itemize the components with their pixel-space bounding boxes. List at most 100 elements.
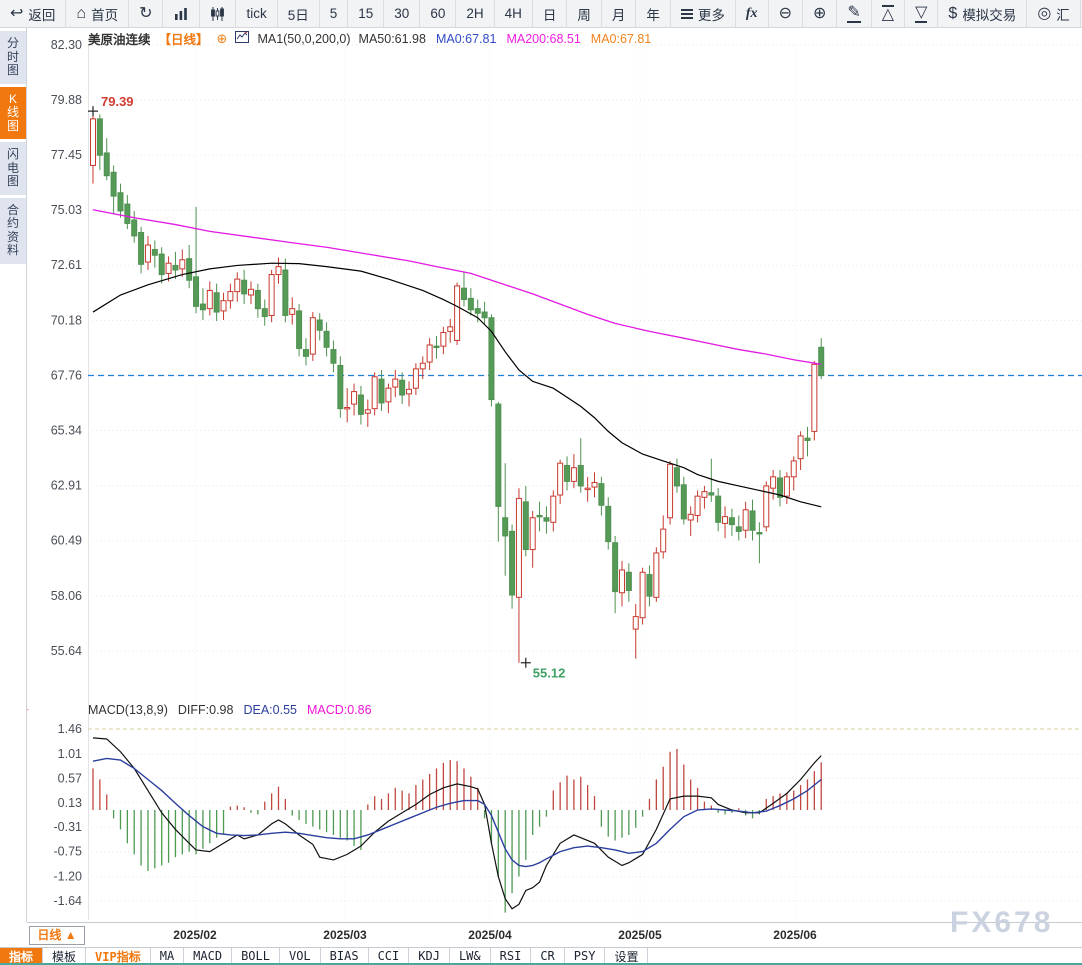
tab-CCI[interactable]: CCI — [369, 948, 410, 964]
toolbar-tick-label: tick — [246, 6, 267, 21]
tab-MACD[interactable]: MACD — [184, 948, 233, 964]
toolbar-indicator-fx[interactable]: fx — [736, 0, 769, 27]
tab-BOLL[interactable]: BOLL — [232, 948, 280, 964]
ma-value: MA0:67.81 — [435, 31, 497, 46]
chart-header: 美原油连续 【日线】 ⊕ MA1(50,0,200,0) MA50:61.98 MA… — [88, 29, 661, 48]
home-icon: ⌂ — [76, 4, 87, 22]
toolbar-period-year[interactable]: 年 — [636, 0, 671, 27]
toolbar-period-5[interactable]: 5 — [320, 0, 349, 27]
macd-value: MACD:0.86 — [306, 703, 372, 717]
toolbar-sim-trading[interactable]: $ 模拟交易 — [938, 0, 1028, 27]
y-axis-tick: 55.64 — [51, 644, 82, 658]
toolbar-tick[interactable]: tick — [236, 0, 278, 27]
y-axis-tick: 58.06 — [51, 589, 82, 603]
toolbar-more-label: 更多 — [697, 7, 725, 23]
macd-values: DIFF:0.98 DEA:0.55 MACD:0.86 — [178, 703, 382, 717]
fx-icon: fx — [745, 5, 758, 21]
macd-axis-tick: -0.75 — [54, 845, 83, 859]
toolbar-period-month[interactable]: 月 — [602, 0, 637, 27]
dollar-icon: $ — [948, 4, 958, 22]
toolbar-zoom-in[interactable]: ⊕ — [803, 0, 838, 27]
sidebar-tab-K线图[interactable]: K 线 图 — [0, 86, 26, 139]
month-label: 2025/02 — [173, 928, 217, 942]
toolbar-period-week-label: 周 — [577, 7, 591, 23]
tab-CR[interactable]: CR — [531, 948, 565, 964]
macd-title: MACD(13,8,9) — [88, 703, 168, 717]
macd-axis-tick: -1.20 — [54, 870, 83, 884]
toolbar-period-60[interactable]: 60 — [420, 0, 457, 27]
tab-设置[interactable]: 设置 — [605, 948, 649, 964]
tab-KDJ[interactable]: KDJ — [409, 948, 450, 964]
month-label: 2025/03 — [323, 928, 367, 942]
toolbar-brand[interactable]: ◎ 汇 — [1027, 0, 1081, 27]
toolbar-back[interactable]: ↩ 返回 — [0, 0, 67, 27]
toolbar-expand-bottom[interactable]: ▽ — [905, 0, 939, 27]
toolbar-period-30-label: 30 — [394, 6, 410, 21]
ma-chart-icon[interactable] — [235, 31, 250, 46]
tab-VIP指标[interactable]: VIP指标 — [86, 948, 151, 964]
toolbar-period-year-label: 年 — [646, 7, 660, 23]
tri-up-icon: △ — [881, 4, 895, 23]
macd-header: MACD(13,8,9) DIFF:0.98 DEA:0.55 MACD:0.86 — [88, 703, 382, 717]
macd-axis-tick: 0.57 — [58, 771, 82, 785]
y-axis-tick: 75.03 — [51, 203, 82, 217]
toolbar-expand-top[interactable]: △ — [872, 0, 906, 27]
toolbar-period-2h[interactable]: 2H — [456, 0, 495, 27]
tab-指标[interactable]: 指标 — [0, 948, 44, 964]
sidebar-tab-合约资料[interactable]: 合 约 资 料 — [0, 197, 26, 264]
zoom-out-icon: ⊖ — [778, 4, 792, 22]
toolbar-period-day[interactable]: 日 — [533, 0, 568, 27]
indicator-tabbar: 指标 模板 VIP指标 MA MACD BOLL VOL BIAS CCI KDJ LW& RSI CR… — [0, 947, 1082, 964]
symbol-name: 美原油连续 — [88, 33, 151, 47]
zoom-in-icon: ⊕ — [812, 4, 827, 22]
macd-axis-tick: 1.46 — [58, 722, 82, 736]
toolbar-bar-chart-view[interactable] — [163, 0, 201, 27]
tab-BIAS[interactable]: BIAS — [321, 948, 369, 964]
toolbar-back-label: 返回 — [28, 7, 56, 23]
y-axis-tick: 70.18 — [51, 313, 82, 327]
toolbar-period-60-label: 60 — [430, 6, 446, 21]
tab-PSY[interactable]: PSY — [565, 948, 606, 964]
tab-LW&[interactable]: LW& — [450, 948, 491, 964]
ma50-line — [92, 262, 822, 508]
tab-MA[interactable]: MA — [151, 948, 185, 964]
low-price-label: 55.12 — [533, 666, 566, 681]
y-axis-tick: 77.45 — [51, 148, 82, 162]
sidebar-tab-闪电图[interactable]: 闪 电 图 — [0, 142, 26, 195]
add-compare-icon[interactable]: ⊕ — [216, 30, 228, 46]
toolbar-period-4h[interactable]: 4H — [495, 0, 533, 27]
toolbar: ↩ 返回 ⌂ 首页 ↻ tick 5日 5 15 30 60 2H 4H 日周月年更多 fx ⊖ ⊕ ✎ △ ▽ $ 模拟… — [0, 0, 1082, 28]
macd-axis-tick: 1.01 — [58, 747, 82, 761]
tab-VOL[interactable]: VOL — [280, 948, 321, 964]
period-label: 【日线】 — [158, 33, 209, 47]
toolbar-period-4h-label: 4H — [504, 6, 522, 21]
macd-histogram — [92, 748, 822, 913]
refresh-icon: ↻ — [139, 4, 153, 22]
period-selector[interactable]: 日线 ▲ — [29, 926, 85, 945]
toolbar-period-15-label: 15 — [358, 6, 374, 21]
toolbar-period-30[interactable]: 30 — [384, 0, 421, 27]
toolbar-brand-label: 汇 — [1056, 7, 1070, 23]
toolbar-refresh[interactable]: ↻ — [129, 0, 164, 27]
ma-value: MA50:61.98 — [358, 31, 426, 46]
macd-value: DIFF:0.98 — [177, 703, 234, 717]
toolbar-period-15[interactable]: 15 — [348, 0, 385, 27]
toolbar-home[interactable]: ⌂ 首页 — [66, 0, 130, 27]
toolbar-more[interactable]: 更多 — [671, 0, 736, 27]
toolbar-period-week[interactable]: 周 — [567, 0, 602, 27]
toolbar-draw[interactable]: ✎ — [837, 0, 872, 27]
macd-dea-line — [92, 757, 822, 868]
tab-模板[interactable]: 模板 — [43, 948, 87, 964]
ma200-line — [92, 209, 822, 365]
tab-RSI[interactable]: RSI — [491, 948, 532, 964]
back-arrow-icon: ↩ — [10, 4, 24, 22]
y-axis-tick: 79.88 — [51, 93, 82, 107]
sidebar-tab-分时图[interactable]: 分 时 图 — [0, 31, 26, 84]
toolbar-candlestick-view[interactable] — [200, 0, 237, 27]
toolbar-zoom-out[interactable]: ⊖ — [769, 0, 803, 27]
high-price-label: 79.39 — [101, 94, 134, 109]
toolbar-period-5d[interactable]: 5日 — [278, 0, 320, 27]
spiral-icon: ◎ — [1037, 4, 1052, 22]
